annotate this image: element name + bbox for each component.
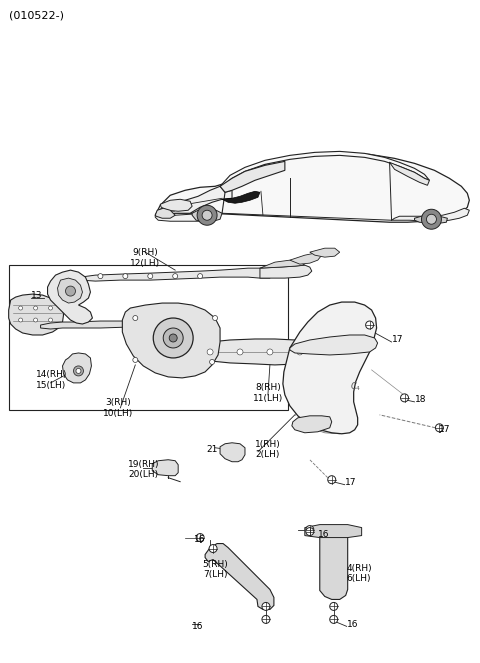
Polygon shape (220, 151, 430, 186)
Text: 17: 17 (439, 425, 451, 434)
Polygon shape (192, 210, 222, 221)
Circle shape (213, 316, 217, 320)
Polygon shape (222, 192, 260, 204)
Polygon shape (260, 260, 305, 268)
Circle shape (207, 349, 213, 355)
Polygon shape (392, 208, 469, 221)
Text: $\mathit{C_4}$: $\mathit{C_4}$ (350, 381, 361, 393)
Text: 19(RH)
20(LH): 19(RH) 20(LH) (128, 460, 159, 479)
Circle shape (19, 306, 23, 310)
Polygon shape (205, 544, 274, 609)
Polygon shape (260, 265, 312, 278)
Circle shape (73, 366, 84, 376)
Circle shape (163, 328, 183, 348)
Circle shape (123, 274, 128, 278)
Polygon shape (122, 303, 220, 378)
Text: 5(RH)
7(LH): 5(RH) 7(LH) (202, 560, 228, 579)
Circle shape (198, 274, 203, 278)
Circle shape (153, 318, 193, 358)
Text: 1(RH)
2(LH): 1(RH) 2(LH) (255, 440, 281, 459)
Text: 21: 21 (206, 446, 217, 454)
Circle shape (34, 306, 37, 310)
Circle shape (173, 274, 178, 278)
Text: 16: 16 (347, 620, 358, 629)
Polygon shape (62, 353, 91, 383)
Circle shape (34, 318, 37, 322)
Polygon shape (155, 186, 232, 215)
Circle shape (76, 369, 81, 373)
Polygon shape (81, 268, 272, 281)
Text: 16: 16 (194, 535, 205, 544)
Text: 16: 16 (192, 622, 204, 631)
Circle shape (328, 475, 336, 484)
Text: 18: 18 (415, 395, 426, 404)
Circle shape (196, 534, 204, 542)
Text: 17: 17 (345, 478, 356, 487)
Text: 13: 13 (31, 290, 42, 300)
Polygon shape (305, 524, 361, 538)
Circle shape (209, 544, 217, 552)
Circle shape (297, 349, 303, 355)
Circle shape (435, 424, 444, 432)
Text: (010522-): (010522-) (9, 11, 64, 21)
Circle shape (262, 615, 270, 623)
Circle shape (262, 603, 270, 611)
Polygon shape (290, 253, 322, 264)
Circle shape (306, 528, 314, 536)
Circle shape (169, 334, 177, 342)
Circle shape (426, 214, 436, 224)
Circle shape (400, 394, 408, 402)
Text: 4(RH)
6(LH): 4(RH) 6(LH) (347, 564, 372, 583)
Circle shape (330, 615, 338, 623)
Text: 17: 17 (392, 335, 403, 345)
Polygon shape (58, 278, 83, 303)
Text: 9(RH)
12(LH): 9(RH) 12(LH) (130, 249, 160, 268)
Circle shape (366, 321, 373, 329)
Polygon shape (310, 248, 340, 257)
Text: 16: 16 (318, 530, 329, 539)
Polygon shape (41, 319, 200, 329)
Polygon shape (390, 162, 430, 185)
Circle shape (197, 206, 217, 225)
Circle shape (19, 318, 23, 322)
Circle shape (48, 306, 52, 310)
Polygon shape (220, 443, 245, 461)
Polygon shape (155, 153, 469, 222)
Polygon shape (290, 335, 378, 355)
Polygon shape (283, 302, 377, 434)
Polygon shape (292, 416, 332, 433)
Circle shape (210, 359, 215, 365)
Text: 8(RH)
11(LH): 8(RH) 11(LH) (253, 383, 283, 402)
Polygon shape (160, 200, 192, 211)
Circle shape (133, 316, 138, 320)
Circle shape (65, 286, 75, 296)
Polygon shape (192, 339, 320, 365)
Polygon shape (48, 270, 93, 324)
Polygon shape (320, 526, 348, 599)
Polygon shape (155, 213, 210, 221)
Circle shape (421, 210, 442, 229)
Text: 14(RH)
15(LH): 14(RH) 15(LH) (36, 370, 67, 390)
Polygon shape (9, 294, 63, 335)
Circle shape (267, 349, 273, 355)
Circle shape (48, 318, 52, 322)
Circle shape (202, 210, 212, 220)
Circle shape (98, 274, 103, 278)
Circle shape (133, 357, 138, 363)
Circle shape (306, 526, 314, 534)
Text: 3(RH)
10(LH): 3(RH) 10(LH) (103, 398, 133, 418)
Circle shape (148, 274, 153, 278)
Polygon shape (152, 459, 178, 475)
Circle shape (330, 603, 338, 611)
Polygon shape (415, 215, 447, 223)
Polygon shape (220, 161, 285, 192)
Polygon shape (155, 208, 175, 218)
Circle shape (237, 349, 243, 355)
